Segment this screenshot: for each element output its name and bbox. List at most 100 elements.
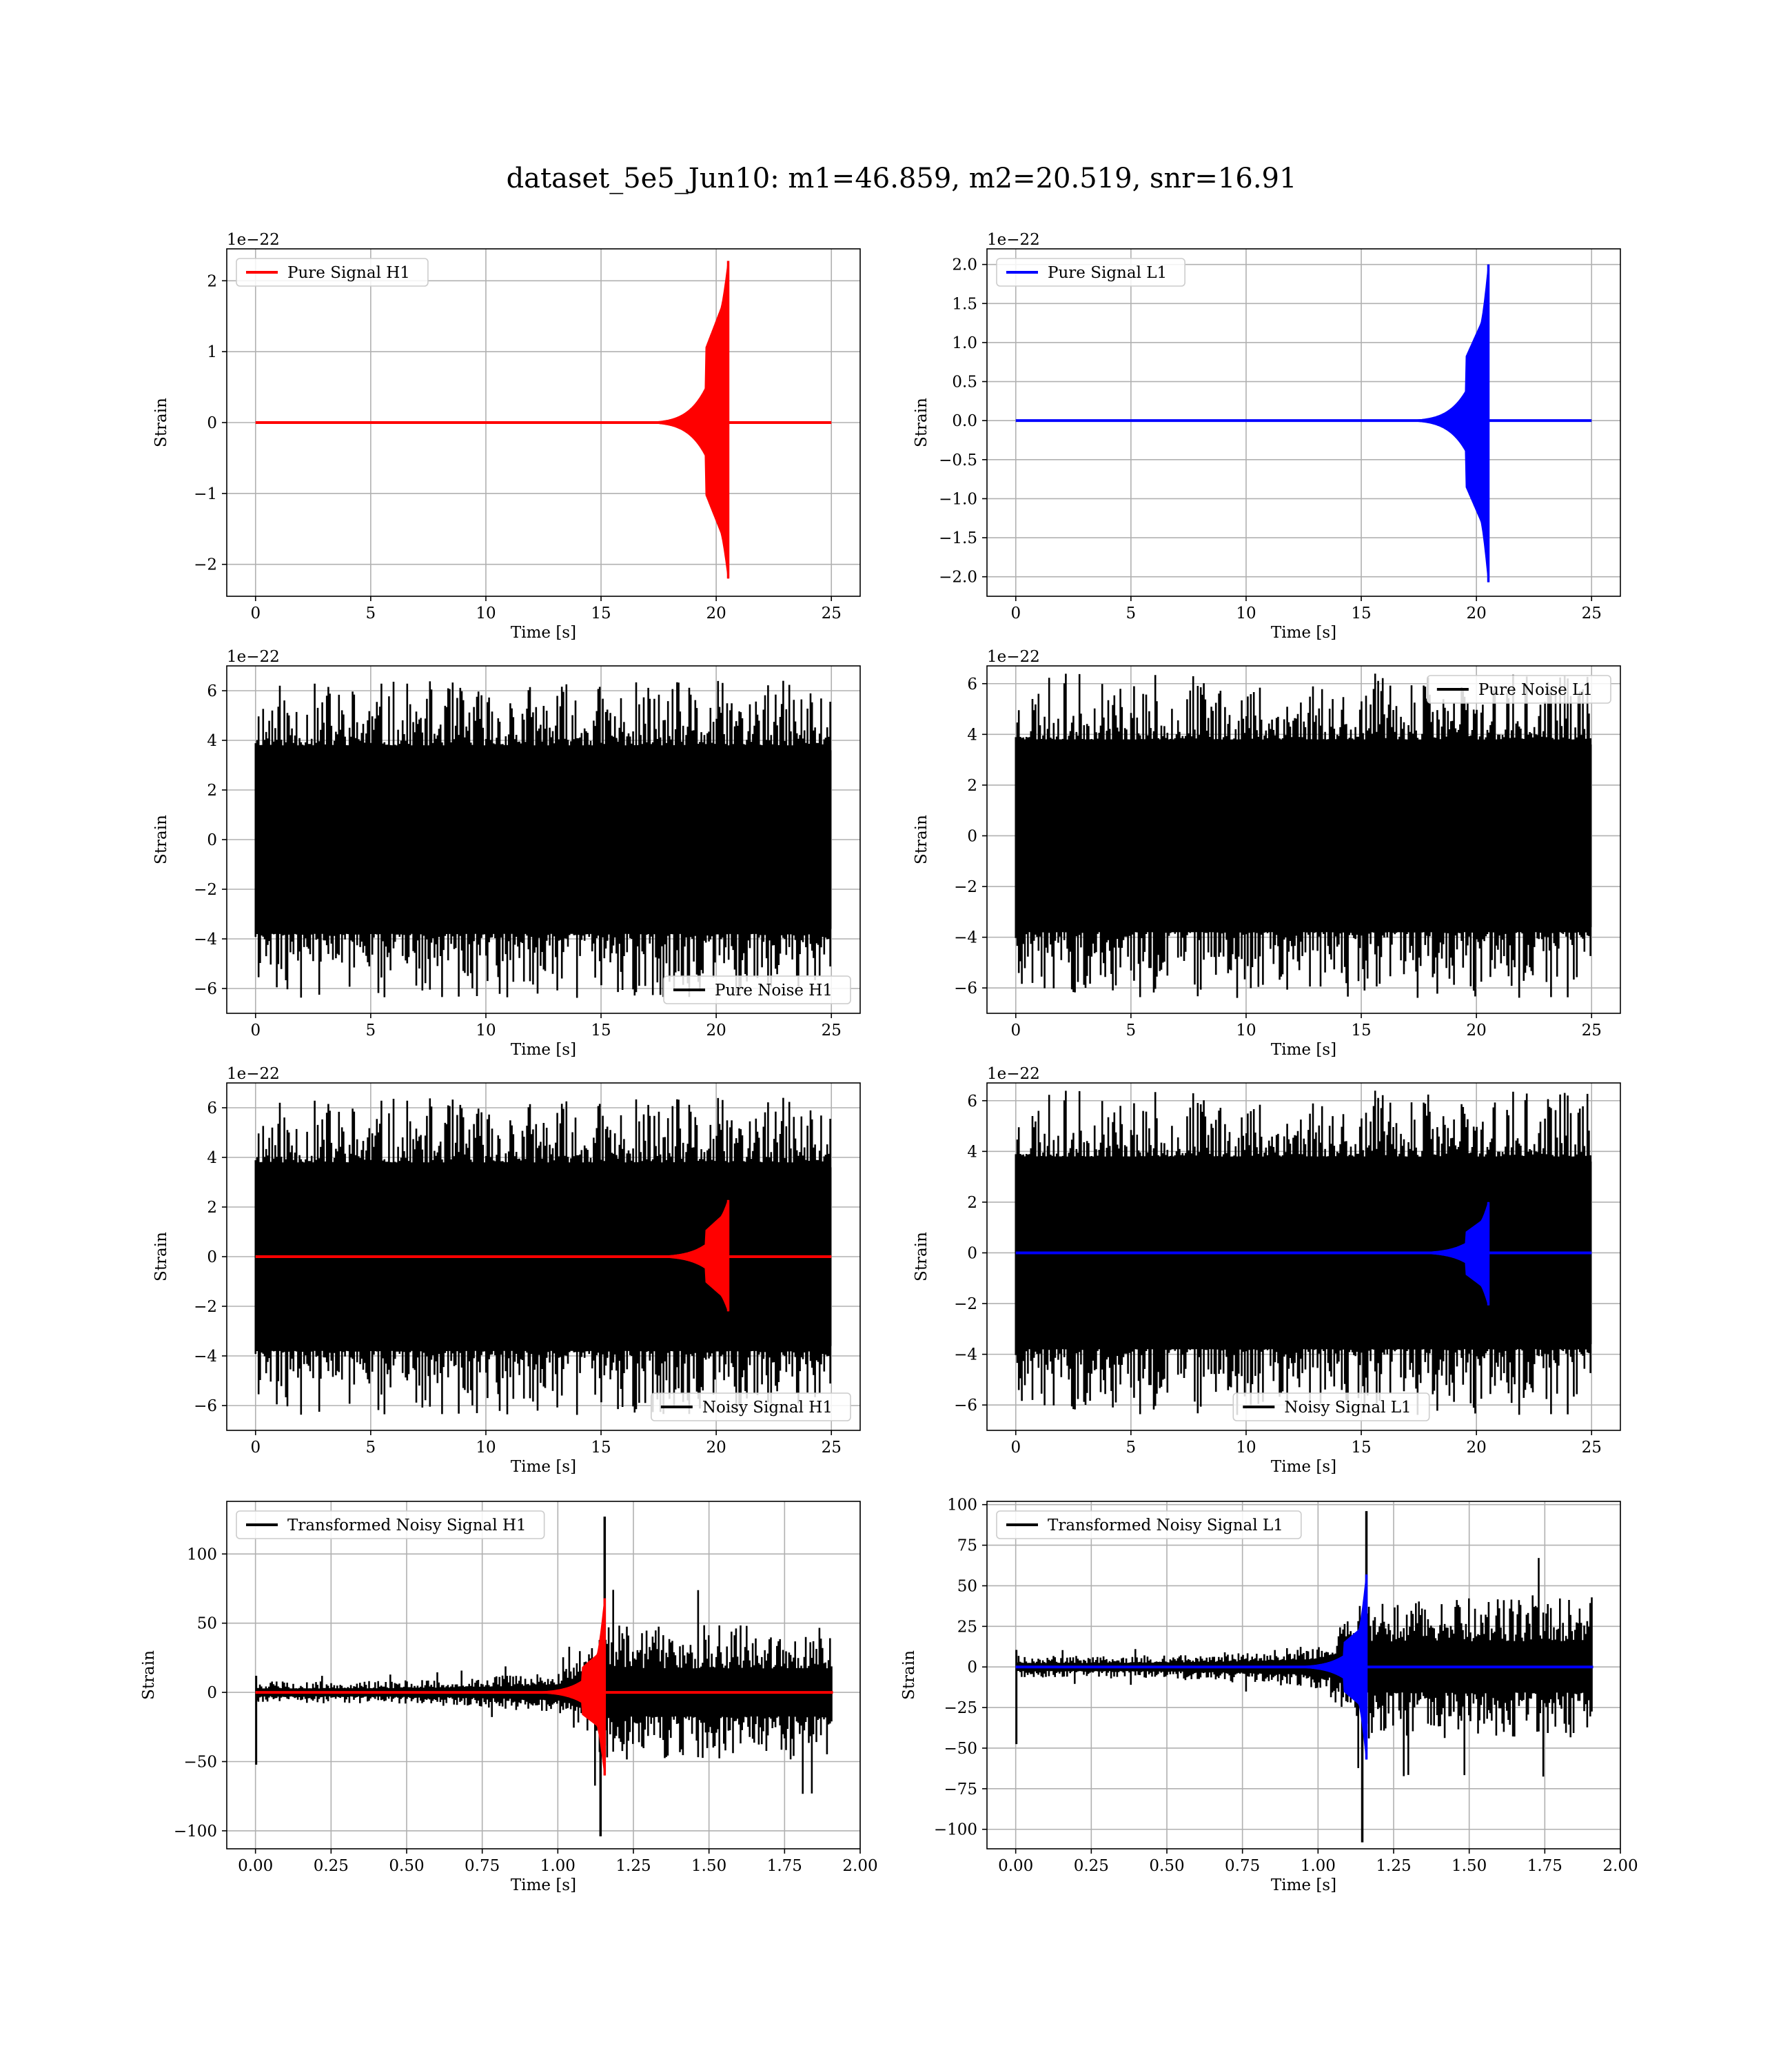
row4-left-xtick-label: 2.00 — [842, 1857, 877, 1875]
row1-right-ytick-label: −1.0 — [939, 490, 977, 508]
row4-right-frame — [986, 1501, 1621, 1849]
row3-left-legend-label: Noisy Signal H1 — [702, 1399, 833, 1417]
row1-right-xtick-label: 20 — [1466, 605, 1486, 622]
row2-right-legend-box — [1427, 675, 1611, 704]
row3-left-ytick-label: 0 — [207, 1248, 217, 1266]
series-pure-noise-l1-trace — [1015, 673, 1591, 998]
series-row4-right-overlay — [1015, 1574, 1594, 1760]
row1-left-ylabel: Strain — [152, 398, 170, 447]
row4-right-ytick-label: 25 — [957, 1618, 977, 1636]
row1-right-ytick-label: −2.0 — [939, 569, 977, 587]
row1-left-xlabel: Time [s] — [511, 624, 576, 642]
series-pure-noise-l1 — [1015, 673, 1592, 998]
row2-right-xtick-label: 15 — [1351, 1022, 1371, 1040]
row1-left-offset-text: 1e−22 — [227, 231, 280, 249]
row1-left-ticks: 0 5 10 15 20 25 −2 −1 0 1 2 — [194, 272, 842, 622]
series-row3-right-overlay — [1015, 1202, 1592, 1306]
row1-right-xtick-label: 10 — [1236, 605, 1256, 622]
row4-left-ytick-label: 100 — [187, 1545, 217, 1563]
row2-left-legend-label: Pure Noise H1 — [715, 982, 833, 1000]
row2-right-ylabel: Strain — [913, 815, 930, 864]
row2-left-xlabel: Time [s] — [511, 1041, 576, 1059]
row1-left-axes: 0 5 10 15 20 25 −2 −1 0 1 2 Time [s] Strain 1e−22 Pure… — [152, 231, 861, 642]
row4-right-ytick-label: 50 — [957, 1577, 977, 1595]
row2-right-xtick-label: 5 — [1126, 1022, 1137, 1040]
row2-left-legend: Pure Noise H1 — [663, 975, 851, 1004]
row4-left-xtick-label: 1.00 — [540, 1857, 576, 1875]
row2-right-xtick-label: 0 — [1010, 1022, 1021, 1040]
row4-left-ytick-label: 50 — [197, 1615, 217, 1633]
row1-right-xlabel: Time [s] — [1271, 624, 1336, 642]
row1-left-xtick-label: 10 — [476, 605, 496, 622]
row3-right-ytick-label: 6 — [967, 1093, 977, 1111]
series-pure-signal-l1 — [1015, 264, 1592, 582]
row4-left-xtick-label: 0.50 — [389, 1857, 424, 1875]
series-pure-noise-h1 — [254, 680, 832, 998]
row3-left-xtick-label: 25 — [822, 1439, 842, 1457]
row3-right-xlabel: Time [s] — [1271, 1458, 1336, 1476]
row2-right-ytick-label: 4 — [967, 726, 977, 744]
row1-left-xtick-label: 0 — [250, 605, 261, 622]
row3-left-ticks: 0 5 10 15 20 25 −6 −4 −2 0 2 4 6 — [194, 1099, 842, 1457]
row2-left-ytick-label: 4 — [207, 732, 217, 750]
row4-right-ytick-label: 0 — [967, 1659, 977, 1676]
row4-right-ytick-label: −50 — [944, 1740, 977, 1758]
row4-left-legend: Transformed Noisy Signal H1 — [236, 1510, 545, 1539]
row2-right-ytick-label: 6 — [967, 676, 977, 693]
row2-left-ytick-label: 6 — [207, 682, 217, 700]
row1-right-plot-area — [1015, 264, 1592, 582]
row4-right-xtick-label: 0.25 — [1074, 1857, 1109, 1875]
row3-right-xtick-label: 20 — [1466, 1439, 1486, 1457]
row1-right-xtick-label: 0 — [1010, 605, 1021, 622]
row1-left-ytick-label: 2 — [207, 272, 217, 290]
row4-right-plot-area — [1015, 1511, 1594, 1843]
row4-left-xtick-label: 1.75 — [767, 1857, 802, 1875]
row4-left-plot-area — [255, 1517, 833, 1836]
row4-left-xtick-label: 0.75 — [465, 1857, 500, 1875]
row3-right-frame — [986, 1082, 1621, 1431]
row4-left-legend-label: Transformed Noisy Signal H1 — [287, 1517, 527, 1534]
row1-left-ytick-label: −1 — [194, 485, 217, 503]
row4-left-xlabel: Time [s] — [511, 1876, 576, 1894]
row2-right-xtick-label: 25 — [1582, 1022, 1602, 1040]
row2-right-plot-area — [1015, 673, 1592, 998]
row2-right-axes: 0 5 10 15 20 25 −6 −4 −2 0 2 4 6 Time [s] Strain 1e−22 P… — [913, 648, 1621, 1059]
row4-left-ytick-label: −100 — [174, 1823, 217, 1841]
row3-right-legend-box — [1232, 1392, 1430, 1421]
row3-right-legend-label: Noisy Signal L1 — [1284, 1399, 1411, 1417]
row3-left-xtick-label: 0 — [250, 1439, 261, 1457]
row4-left-legend-box — [236, 1510, 545, 1539]
row2-right-legend: Pure Noise L1 — [1427, 675, 1611, 704]
row4-right-ytick-label: 100 — [947, 1497, 977, 1514]
row2-right-ytick-label: 2 — [967, 777, 977, 795]
row3-left-xtick-label: 15 — [591, 1439, 611, 1457]
row3-left-ylabel: Strain — [152, 1232, 170, 1281]
row3-right-offset-text: 1e−22 — [987, 1065, 1040, 1083]
row4-right-legend-box — [996, 1510, 1302, 1539]
row3-right-ytick-label: −6 — [954, 1397, 977, 1415]
row2-right-frame — [986, 665, 1621, 1014]
row3-left-ytick-label: 4 — [207, 1149, 217, 1167]
row2-left-xtick-label: 10 — [476, 1022, 496, 1040]
row3-right-xtick-label: 5 — [1126, 1439, 1137, 1457]
row2-right-ticks: 0 5 10 15 20 25 −6 −4 −2 0 2 4 6 — [954, 676, 1602, 1040]
row4-right-xtick-label: 1.25 — [1376, 1857, 1411, 1875]
row3-right-xtick-label: 0 — [1010, 1439, 1021, 1457]
row4-left-xtick-label: 0.00 — [238, 1857, 273, 1875]
row4-right-ytick-label: −75 — [944, 1781, 977, 1798]
row3-left-offset-text: 1e−22 — [227, 1065, 280, 1083]
row4-left-ytick-label: 0 — [207, 1684, 217, 1702]
row1-left-xtick-label: 15 — [591, 605, 611, 622]
row2-left-ytick-label: −4 — [194, 931, 217, 949]
row2-right-xtick-label: 20 — [1466, 1022, 1486, 1040]
row1-right-ytick-label: 0.0 — [952, 412, 977, 430]
row2-right-ytick-label: −4 — [954, 929, 977, 947]
row1-right-offset-text: 1e−22 — [987, 231, 1040, 249]
row2-left-ticks: 0 5 10 15 20 25 −6 −4 −2 0 2 4 6 — [194, 682, 842, 1040]
row1-left-ytick-label: −2 — [194, 556, 217, 574]
row3-right-ytick-label: 0 — [967, 1244, 977, 1262]
row1-left-plot-area — [255, 261, 832, 579]
row2-right-ytick-label: 0 — [967, 827, 977, 845]
row1-right-ytick-label: −0.5 — [939, 452, 977, 469]
